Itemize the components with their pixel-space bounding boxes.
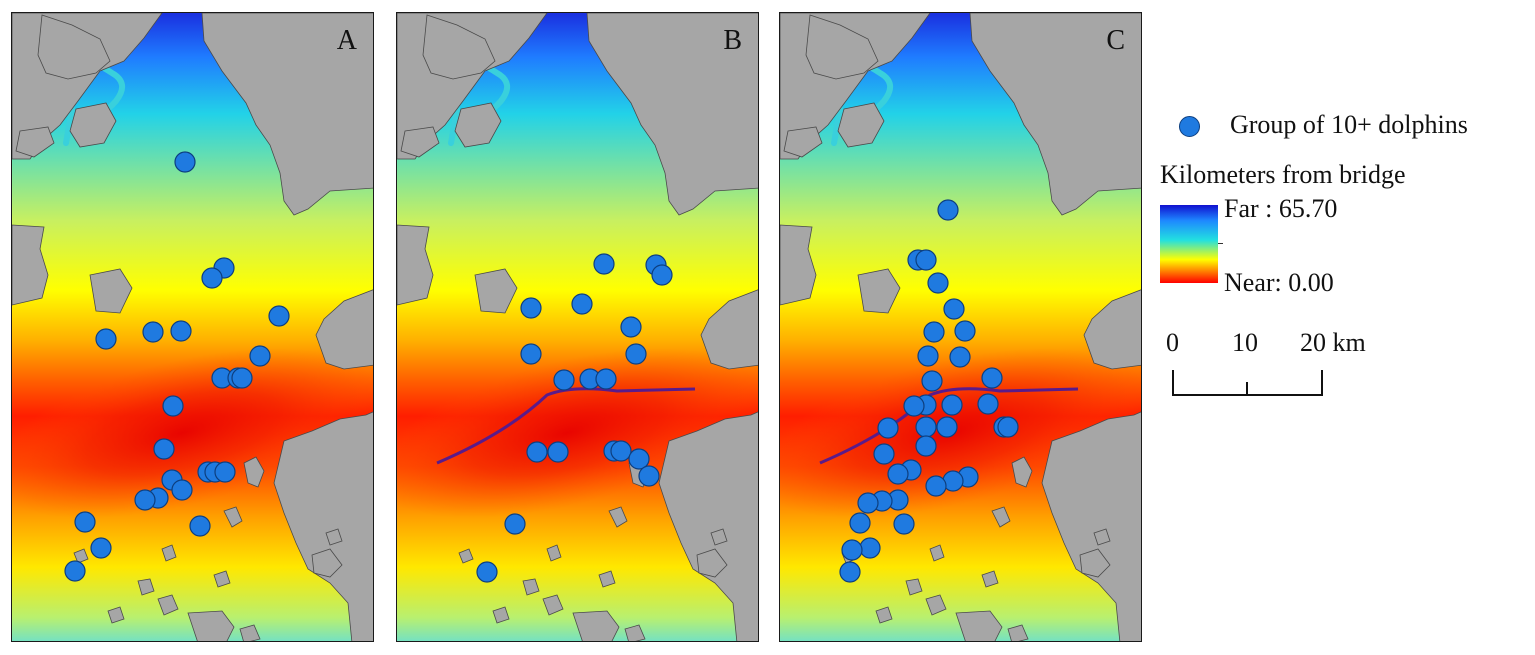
dolphin-group-point — [841, 539, 863, 561]
ramp-tick — [1218, 243, 1223, 244]
dolphin-group-point — [954, 320, 976, 342]
scale-label-20: 20 km — [1300, 328, 1366, 357]
dolphin-group-point — [915, 249, 937, 271]
dolphin-group-point — [625, 343, 647, 365]
dolphin-group-point — [593, 253, 615, 275]
dolphin-group-point — [64, 560, 86, 582]
map-panel-b: B — [396, 12, 759, 642]
scale-bar-tick — [1321, 370, 1323, 396]
dolphin-group-point — [74, 511, 96, 533]
map-panel-c: C — [779, 12, 1142, 642]
dolphin-group-point — [134, 489, 156, 511]
dolphin-group-label: Group of 10+ dolphins — [1230, 110, 1468, 139]
dolphin-group-point — [977, 393, 999, 415]
dolphin-group-point — [839, 561, 861, 583]
dolphin-group-point — [620, 316, 642, 338]
dolphin-group-point — [628, 448, 650, 470]
dolphin-group-point — [214, 461, 236, 483]
dolphin-group-point — [943, 298, 965, 320]
dolphin-group-point — [887, 463, 909, 485]
dolphin-group-point — [268, 305, 290, 327]
near-label: Near: 0.00 — [1224, 268, 1334, 297]
dolphin-group-point — [917, 345, 939, 367]
panel-label-c: C — [1106, 25, 1125, 56]
dolphin-group-point — [873, 443, 895, 465]
dolphin-group-symbol — [1179, 116, 1200, 137]
dolphin-group-point — [849, 512, 871, 534]
dolphin-group-point — [520, 297, 542, 319]
distance-color-ramp — [1160, 205, 1218, 283]
scale-bar-tick — [1246, 382, 1248, 396]
dolphin-group-point — [857, 492, 879, 514]
scale-label-10: 10 — [1232, 328, 1258, 357]
dolphin-group-point — [638, 465, 660, 487]
dolphin-group-point — [981, 367, 1003, 389]
dolphin-group-point — [249, 345, 271, 367]
dolphin-group-point — [201, 267, 223, 289]
scale-bar-tick — [1172, 370, 1174, 396]
far-label: Far : 65.70 — [1224, 194, 1338, 223]
dolphin-group-point — [171, 479, 193, 501]
dolphin-group-point — [595, 368, 617, 390]
dolphin-group-point — [142, 321, 164, 343]
dolphin-group-point — [927, 272, 949, 294]
panel-label-a: A — [336, 25, 357, 56]
dolphin-group-point — [231, 367, 253, 389]
scale-bar — [1172, 370, 1323, 396]
dolphin-group-point — [153, 438, 175, 460]
panel-label-b: B — [723, 25, 742, 56]
dolphin-group-point — [903, 395, 925, 417]
dolphin-group-point — [174, 151, 196, 173]
dolphin-group-point — [553, 369, 575, 391]
bridge-line — [819, 387, 1079, 465]
dolphin-group-point — [877, 417, 899, 439]
bridge-line — [436, 387, 696, 465]
dolphin-group-point — [949, 346, 971, 368]
dolphin-group-point — [571, 293, 593, 315]
dolphin-group-point — [915, 435, 937, 457]
dolphin-group-point — [921, 370, 943, 392]
map-b-canvas — [397, 13, 758, 641]
dolphin-group-point — [937, 199, 959, 221]
map-panel-a: A — [11, 12, 374, 642]
dolphin-group-point — [170, 320, 192, 342]
map-legend: Group of 10+ dolphins Kilometers from br… — [1160, 100, 1530, 420]
dolphin-group-point — [476, 561, 498, 583]
dolphin-group-point — [997, 416, 1019, 438]
dolphin-group-point — [893, 513, 915, 535]
dolphin-group-point — [95, 328, 117, 350]
map-c-canvas — [780, 13, 1141, 641]
dolphin-group-point — [90, 537, 112, 559]
dolphin-group-point — [526, 441, 548, 463]
dolphin-group-point — [936, 416, 958, 438]
dolphin-group-point — [520, 343, 542, 365]
dolphin-group-point — [859, 537, 881, 559]
scale-label-0: 0 — [1166, 328, 1179, 357]
dolphin-group-point — [504, 513, 526, 535]
dolphin-group-point — [610, 440, 632, 462]
dolphin-group-point — [162, 395, 184, 417]
dolphin-group-point — [189, 515, 211, 537]
dolphin-group-point — [923, 321, 945, 343]
dolphin-group-point — [915, 416, 937, 438]
dolphin-group-point — [925, 475, 947, 497]
map-a-canvas — [12, 13, 373, 641]
dolphin-group-point — [941, 394, 963, 416]
dolphin-group-point — [651, 264, 673, 286]
distance-legend-title: Kilometers from bridge — [1160, 160, 1406, 189]
dolphin-group-point — [547, 441, 569, 463]
